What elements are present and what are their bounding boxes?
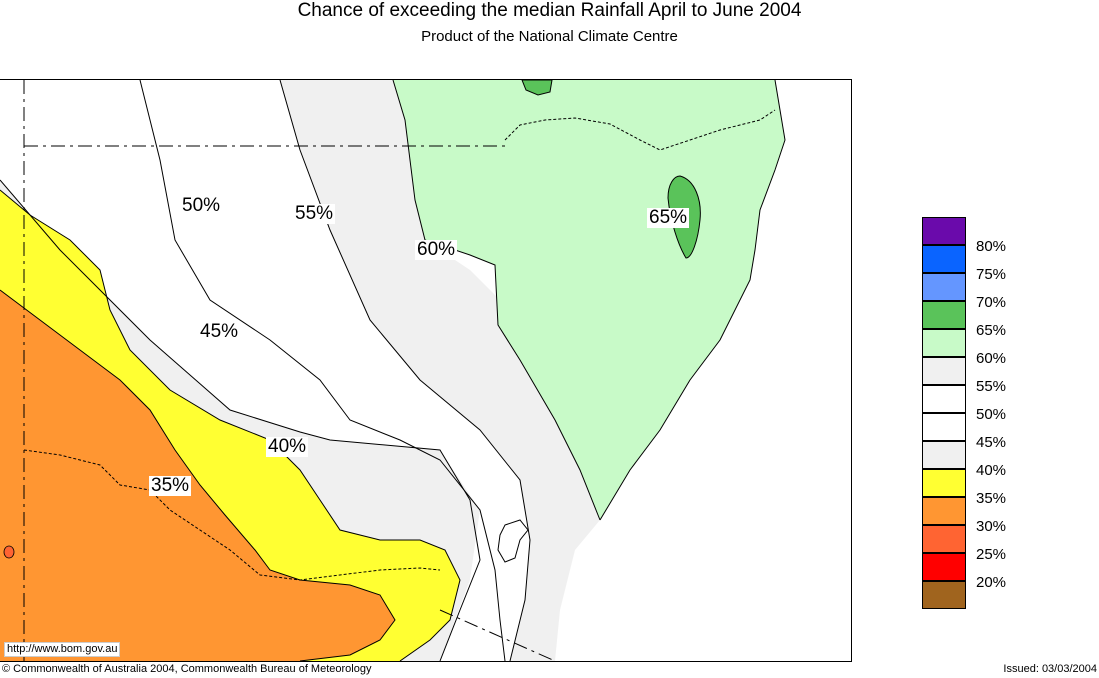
contour-label-55: 55% [293,203,336,224]
band-55-60 [280,80,600,661]
border-murray [23,449,441,581]
website-link[interactable]: http://www.bom.gov.au [4,642,121,657]
contour-45 [0,179,481,661]
legend-label-60: 60% [976,350,1007,367]
map-subtitle: Product of the National Climate Centre [421,28,678,45]
legend-label-40: 40% [976,462,1007,479]
legend-swatch-20 [922,581,966,609]
legend-swatch-75 [922,273,966,301]
contour-label-60: 60% [415,239,458,260]
legend-label-20: 20% [976,574,1007,591]
band-30-35 [0,290,395,661]
legend-swatch-65 [922,329,966,357]
legend-label-50: 50% [976,406,1007,423]
legend-swatch-80 [922,245,966,273]
contour-label-45: 45% [198,321,241,342]
legend-swatch-50 [922,413,966,441]
contour-label-65: 65% [647,207,690,228]
legend-swatch-30 [922,525,966,553]
patch-25 [3,545,15,559]
legend-label-25: 25% [976,546,1007,563]
legend-label-55: 55% [976,378,1007,395]
legend-label-80: 80% [976,238,1007,255]
legend-swatch-60 [922,357,966,385]
legend-label-35: 35% [976,490,1007,507]
legend-label-65: 65% [976,322,1007,339]
contour-label-35: 35% [149,475,192,496]
border-nsw-qld [504,109,776,151]
contour-60 [392,80,601,521]
legend-swatch-40 [922,469,966,497]
patch-65-north [521,80,553,96]
contour-40 [0,189,461,661]
coastline [599,80,786,521]
legend-swatch-70 [922,301,966,329]
legend-label-30: 30% [976,518,1007,535]
legend-label-75: 75% [976,266,1007,283]
legend-label-45: 45% [976,434,1007,451]
legend-swatch-purple [922,217,966,245]
legend-swatch-35 [922,497,966,525]
legend-swatch-25 [922,553,966,581]
contour-55 [279,80,531,661]
border-southern [439,609,556,661]
band-45-55 [0,80,590,661]
legend-swatch-55 [922,385,966,413]
map-title: Chance of exceeding the median Rainfall … [297,0,802,21]
legend-swatch-45 [922,441,966,469]
map-panel: 50% 55% 60% 65% 45% 40% 35% http://www.b… [0,79,852,662]
rainfall-probability-map [0,80,786,661]
copyright-notice: © Commonwealth of Australia 2004, Common… [2,663,372,675]
contour-35 [0,289,396,661]
contour-50 [139,80,506,661]
legend-label-70: 70% [976,294,1007,311]
contour-label-50: 50% [180,195,223,216]
issued-date: Issued: 03/03/2004 [1003,663,1097,675]
contour-label-40: 40% [266,436,309,457]
island [497,519,529,563]
